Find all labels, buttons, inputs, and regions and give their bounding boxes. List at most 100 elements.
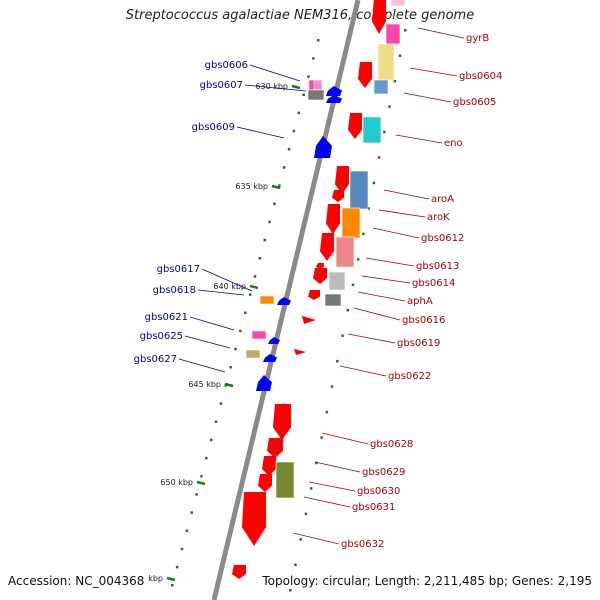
guide-dot-inner <box>205 456 208 460</box>
gene-feature[interactable] <box>256 375 272 391</box>
guide-dot-outer <box>367 207 370 210</box>
gene-feature[interactable] <box>245 349 261 359</box>
gene-feature[interactable] <box>302 316 316 324</box>
gene-feature[interactable] <box>358 62 372 88</box>
guide-dot-outer <box>404 29 407 32</box>
gene-feature[interactable] <box>326 86 342 96</box>
gene-label-aphA[interactable]: aphA <box>407 296 433 307</box>
gene-feature[interactable] <box>316 263 324 269</box>
callout-line <box>403 92 452 103</box>
gene-feature[interactable] <box>242 492 266 546</box>
gene-label-gbs0632[interactable]: gbs0632 <box>341 539 384 550</box>
guide-dot-inner <box>195 493 198 496</box>
gene-feature[interactable] <box>263 354 277 362</box>
gene-label-gbs0606[interactable]: gbs0606 <box>205 60 248 71</box>
gene-feature[interactable] <box>259 295 275 305</box>
gene-feature[interactable] <box>372 0 386 34</box>
gene-label-gbs0631[interactable]: gbs0631 <box>352 502 395 513</box>
callout-line <box>189 316 235 331</box>
gene-feature[interactable] <box>313 268 327 284</box>
guide-dot-inner <box>278 184 281 187</box>
gene-feature[interactable] <box>320 233 334 261</box>
gene-label-gbs0614[interactable]: gbs0614 <box>412 278 455 289</box>
guide-dot-inner <box>244 311 247 314</box>
gene-feature[interactable] <box>332 190 344 202</box>
callout-line <box>347 333 396 344</box>
callout-line <box>361 275 411 284</box>
gene-feature[interactable] <box>373 79 389 95</box>
gene-label-gbs0621[interactable]: gbs0621 <box>145 312 188 323</box>
gene-feature[interactable] <box>328 271 346 291</box>
guide-dot-inner <box>253 275 257 278</box>
gene-label-aroK[interactable]: aroK <box>427 212 450 223</box>
gene-feature[interactable] <box>251 330 267 340</box>
gene-label-aroA[interactable]: aroA <box>431 194 454 205</box>
gene-label-gbs0613[interactable]: gbs0613 <box>416 261 459 272</box>
gene-feature[interactable] <box>273 404 291 440</box>
gene-feature[interactable] <box>362 116 382 144</box>
gene-feature[interactable] <box>275 461 295 499</box>
callout-line <box>244 84 307 92</box>
gene-label-gbs0625[interactable]: gbs0625 <box>140 331 183 342</box>
gene-label-gbs0617[interactable]: gbs0617 <box>157 264 200 275</box>
gene-feature[interactable] <box>277 297 291 305</box>
guide-dot-inner <box>209 438 213 442</box>
gene-label-gyrB[interactable]: gyrB <box>466 33 489 44</box>
gene-feature[interactable] <box>313 79 323 91</box>
guide-dot-inner <box>307 75 310 78</box>
gene-feature[interactable] <box>258 474 272 492</box>
gene-feature[interactable] <box>341 207 361 239</box>
gene-label-gbs0616[interactable]: gbs0616 <box>402 315 445 326</box>
scale-tick-label: 650 kbp <box>160 478 193 487</box>
gene-feature[interactable] <box>232 565 246 579</box>
guide-dot-outer <box>289 589 292 592</box>
gene-label-eno[interactable]: eno <box>444 138 463 149</box>
gene-feature[interactable] <box>349 170 369 210</box>
gene-label-gbs0630[interactable]: gbs0630 <box>357 486 400 497</box>
gene-feature[interactable] <box>348 113 362 139</box>
guide-dot-inner <box>180 547 184 551</box>
gene-label-gbs0612[interactable]: gbs0612 <box>421 233 464 244</box>
gene-feature[interactable] <box>335 236 355 268</box>
gene-feature[interactable] <box>307 89 325 101</box>
gene-label-gbs0622[interactable]: gbs0622 <box>388 371 431 382</box>
guide-dot-inner <box>219 402 223 405</box>
guide-dot-inner <box>263 238 266 242</box>
gene-feature[interactable] <box>267 438 283 458</box>
gene-feature[interactable] <box>262 456 276 476</box>
guide-dot-inner <box>312 57 315 60</box>
guide-dot-inner <box>248 293 252 296</box>
gene-feature[interactable] <box>390 0 406 7</box>
gene-feature[interactable] <box>385 23 401 45</box>
guide-dot-outer <box>341 334 344 337</box>
gene-feature[interactable] <box>268 337 280 344</box>
scale-tick <box>224 382 234 388</box>
guide-dot-outer <box>356 258 360 261</box>
gene-label-gbs0627[interactable]: gbs0627 <box>134 354 177 365</box>
gene-label-gbs0619[interactable]: gbs0619 <box>397 338 440 349</box>
guide-dot-outer <box>372 181 376 185</box>
gene-feature[interactable] <box>335 166 349 194</box>
gene-label-gbs0628[interactable]: gbs0628 <box>370 439 413 450</box>
gene-feature[interactable] <box>308 290 320 300</box>
gene-feature[interactable] <box>326 204 340 234</box>
guide-dot-inner <box>229 366 232 369</box>
gene-feature[interactable] <box>314 136 332 158</box>
gene-feature[interactable] <box>326 95 342 103</box>
gene-label-gbs0605[interactable]: gbs0605 <box>453 97 496 108</box>
scale-tick-label: 645 kbp <box>188 380 221 389</box>
gene-label-gbs0618[interactable]: gbs0618 <box>153 285 196 296</box>
gene-label-gbs0607[interactable]: gbs0607 <box>200 80 243 91</box>
guide-dot-outer <box>320 436 323 439</box>
guide-dot-inner <box>317 39 320 42</box>
guide-dot-outer <box>362 232 365 236</box>
scale-tick <box>166 576 176 582</box>
guide-dot-inner <box>214 420 218 423</box>
gene-feature[interactable] <box>294 349 306 355</box>
gene-label-gbs0604[interactable]: gbs0604 <box>459 71 502 82</box>
gene-label-gbs0629[interactable]: gbs0629 <box>362 467 405 478</box>
callout-line <box>321 432 369 445</box>
gene-feature[interactable] <box>377 43 395 81</box>
gene-feature[interactable] <box>324 293 342 307</box>
gene-label-gbs0609[interactable]: gbs0609 <box>192 122 235 133</box>
